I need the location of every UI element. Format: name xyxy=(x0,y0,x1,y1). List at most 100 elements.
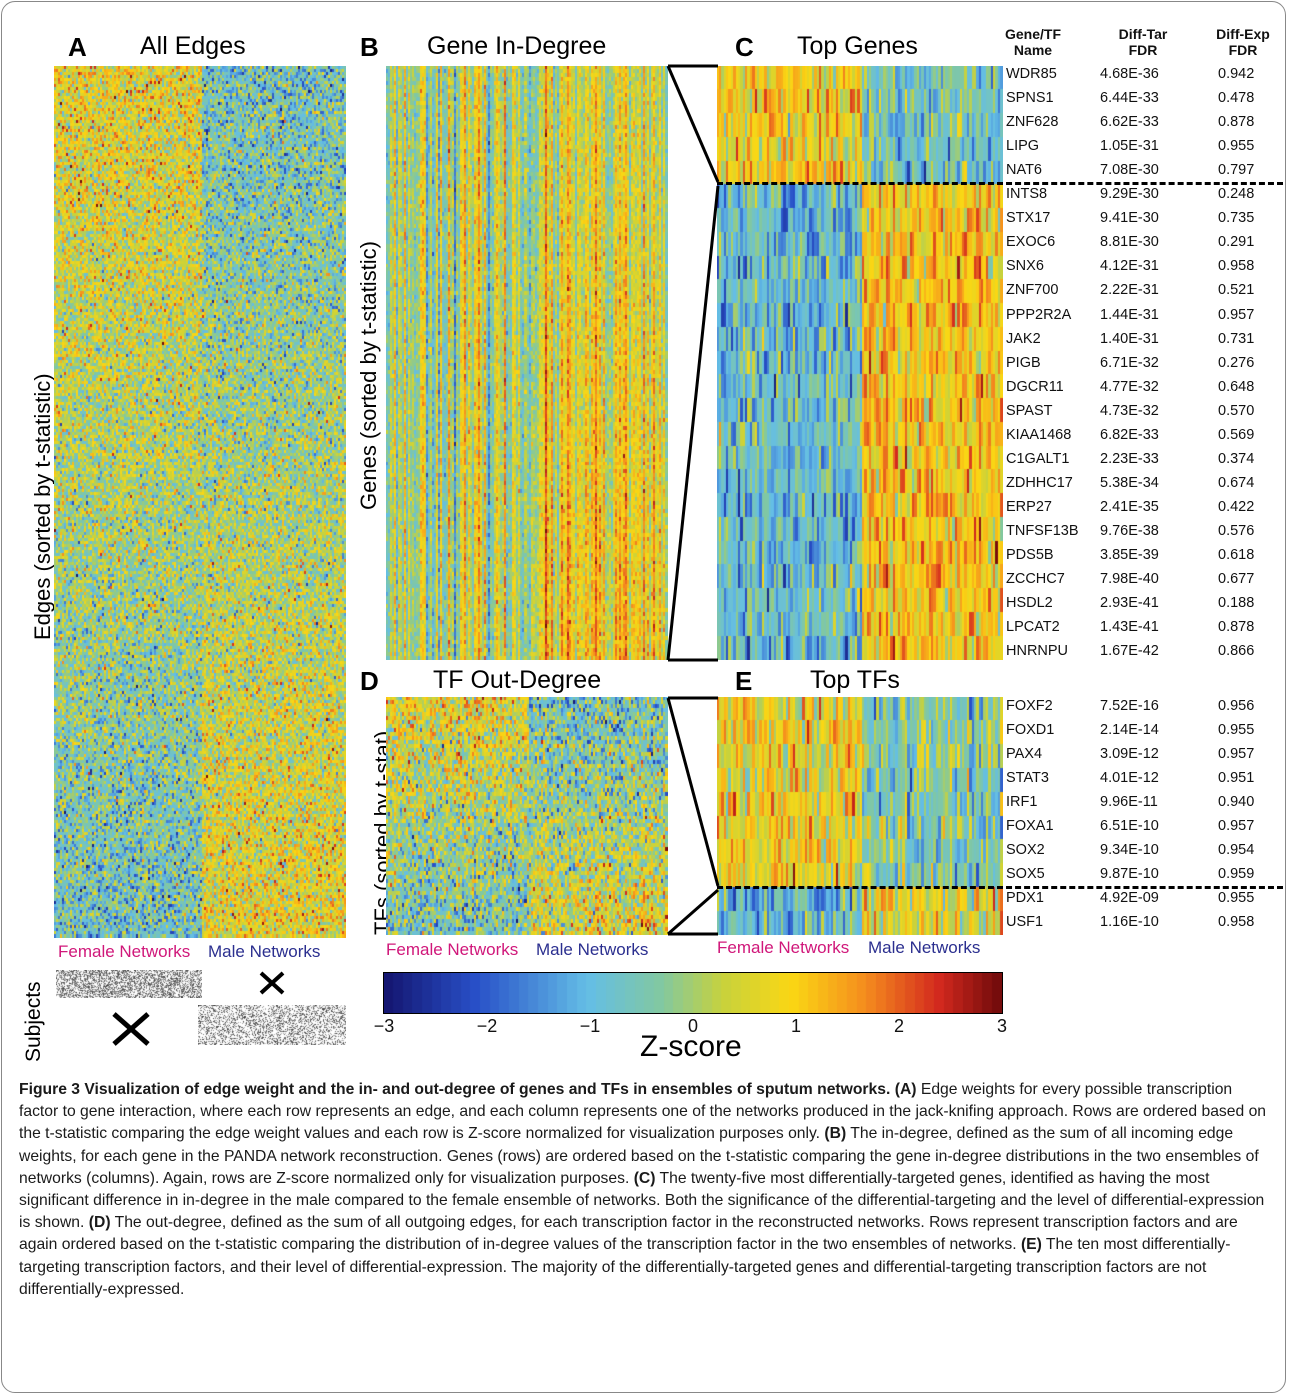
gene-diff-exp-fdr: 0.797 xyxy=(1218,162,1255,179)
gene-diff-exp-fdr: 0.866 xyxy=(1218,643,1255,660)
panel-b-ylabel: Genes (sorted by t-statistic) xyxy=(356,241,381,510)
male-excluded-x-icon xyxy=(259,971,285,995)
tf-out-degree-heatmap xyxy=(386,697,668,935)
caption-d-tag: (D) xyxy=(88,1214,111,1232)
gene-name: ZDHHC17 xyxy=(1006,474,1073,491)
gene-name: STX17 xyxy=(1006,210,1051,227)
gene-name: PDS5B xyxy=(1006,547,1054,563)
gene-diff-exp-fdr: 0.942 xyxy=(1218,66,1255,82)
gene-diff-tar-fdr: 4.68E-36 xyxy=(1100,66,1159,82)
colorbar-label: Z-score xyxy=(640,1030,742,1063)
gene-diff-tar-fdr: 1.43E-41 xyxy=(1100,619,1159,636)
tf-diff-tar-fdr: 9.34E-10 xyxy=(1100,842,1159,859)
gene-diff-exp-fdr: 0.276 xyxy=(1218,354,1255,371)
gene-name: ZCCHC7 xyxy=(1006,571,1065,588)
caption-b-tag: (B) xyxy=(824,1125,847,1143)
panel-d-male-label: Male Networks xyxy=(536,940,649,959)
gene-name: KIAA1468 xyxy=(1006,426,1072,443)
gene-name: INTS8 xyxy=(1006,186,1048,203)
gene-diff-exp-fdr: 0.374 xyxy=(1218,450,1255,467)
top-tfs-heatmap xyxy=(717,697,1003,935)
gene-diff-exp-fdr: 0.569 xyxy=(1218,426,1255,443)
tf-name: FOXA1 xyxy=(1006,818,1054,835)
gene-diff-tar-fdr: 7.08E-30 xyxy=(1100,162,1159,179)
gene-name: EXOC6 xyxy=(1006,234,1056,251)
genes-divider-dashed-line xyxy=(717,182,1283,185)
female-subjects-strip xyxy=(56,970,202,998)
panel-a-male-label: Male Networks xyxy=(208,942,321,961)
panel-c-letter: C xyxy=(735,32,754,62)
gene-diff-exp-fdr: 0.570 xyxy=(1218,402,1255,419)
zoom-connector-lines xyxy=(666,64,720,936)
tf-diff-tar-fdr: 9.87E-10 xyxy=(1100,866,1159,883)
tf-diff-exp-fdr: 0.958 xyxy=(1218,914,1255,931)
tf-diff-tar-fdr: 1.16E-10 xyxy=(1100,914,1159,931)
caption-c-text: The twenty-five most differentially-targ… xyxy=(19,1169,1265,1232)
panel-e-male-label: Male Networks xyxy=(868,938,981,957)
tf-name: STAT3 xyxy=(1006,770,1049,787)
male-subjects-strip xyxy=(198,1005,346,1045)
tf-diff-exp-fdr: 0.959 xyxy=(1218,866,1255,883)
gene-name: ERP27 xyxy=(1006,498,1052,515)
tf-diff-exp-fdr: 0.957 xyxy=(1218,818,1255,835)
gene-diff-tar-fdr: 2.22E-31 xyxy=(1100,282,1159,299)
panel-a-ylabel: Edges (sorted by t-statistic) xyxy=(30,373,55,640)
gene-diff-tar-fdr: 4.73E-32 xyxy=(1100,402,1159,419)
gene-name: ZNF628 xyxy=(1006,114,1059,131)
gene-diff-exp-fdr: 0.957 xyxy=(1218,306,1255,323)
panel-a-title: All Edges xyxy=(140,32,246,60)
gene-diff-tar-fdr: 8.81E-30 xyxy=(1100,234,1159,251)
gene-name: HNRNPU xyxy=(1006,643,1069,660)
table-header-diff-tar: Diff-Tar FDR xyxy=(1118,26,1168,58)
subjects-label: Subjects xyxy=(22,981,45,1062)
gene-name: ZNF700 xyxy=(1006,282,1059,299)
tf-diff-tar-fdr: 3.09E-12 xyxy=(1100,746,1159,763)
figure-caption: Figure 3 Visualization of edge weight an… xyxy=(19,1079,1271,1301)
tf-name: USF1 xyxy=(1006,914,1044,931)
table-header-name: Gene/TF Name xyxy=(1004,26,1061,58)
panel-e-female-label: Female Networks xyxy=(717,938,850,957)
gene-name: LPCAT2 xyxy=(1006,619,1060,636)
gene-diff-exp-fdr: 0.422 xyxy=(1218,498,1255,515)
colorbar-tick: 1 xyxy=(790,1016,802,1036)
tf-diff-exp-fdr: 0.955 xyxy=(1218,722,1255,739)
colorbar-tick: −1 xyxy=(579,1016,601,1036)
tfs-divider-dashed-line xyxy=(717,886,1283,889)
gene-name: NAT6 xyxy=(1006,162,1042,179)
colorbar-tick: −3 xyxy=(373,1016,395,1036)
gene-diff-exp-fdr: 0.955 xyxy=(1218,138,1255,155)
panel-e-title: Top TFs xyxy=(810,666,900,694)
caption-a-text: Edge weights for every possible transcri… xyxy=(19,1081,1267,1143)
gene-diff-tar-fdr: 3.85E-39 xyxy=(1100,547,1159,563)
gene-name: SPNS1 xyxy=(1006,90,1054,107)
gene-diff-tar-fdr: 2.93E-41 xyxy=(1100,595,1159,612)
caption-d-text: The out-degree, defined as the sum of al… xyxy=(19,1214,1238,1254)
gene-diff-exp-fdr: 0.188 xyxy=(1218,595,1255,612)
panel-a-letter: A xyxy=(68,32,87,62)
panel-d-letter: D xyxy=(360,666,379,696)
tf-name: PDX1 xyxy=(1006,890,1044,907)
gene-diff-tar-fdr: 6.44E-33 xyxy=(1100,90,1159,107)
gene-name: PIGB xyxy=(1006,354,1041,371)
gene-in-degree-heatmap xyxy=(386,66,668,660)
panel-d-female-label: Female Networks xyxy=(386,940,519,959)
caption-e-text: The ten most differentially-targeting tr… xyxy=(19,1236,1231,1298)
gene-diff-tar-fdr: 9.29E-30 xyxy=(1100,186,1159,203)
tf-diff-tar-fdr: 4.01E-12 xyxy=(1100,770,1159,787)
tf-diff-exp-fdr: 0.955 xyxy=(1218,890,1255,907)
gene-name: C1GALT1 xyxy=(1006,450,1070,467)
tf-diff-tar-fdr: 2.14E-14 xyxy=(1100,722,1159,739)
caption-e-tag: (E) xyxy=(1020,1236,1042,1254)
tf-diff-tar-fdr: 4.92E-09 xyxy=(1100,890,1159,907)
gene-diff-tar-fdr: 1.67E-42 xyxy=(1100,643,1159,660)
tf-name: SOX5 xyxy=(1006,866,1045,883)
panel-d-title: TF Out-Degree xyxy=(433,666,602,694)
gene-diff-exp-fdr: 0.648 xyxy=(1218,378,1255,395)
panel-b-title: Gene In-Degree xyxy=(427,32,607,60)
gene-diff-tar-fdr: 2.41E-35 xyxy=(1100,498,1159,515)
tf-diff-exp-fdr: 0.957 xyxy=(1218,746,1255,763)
panel-b-letter: B xyxy=(360,32,379,62)
gene-name: LIPG xyxy=(1006,138,1040,155)
caption-title: Figure 3 Visualization of edge weight an… xyxy=(19,1081,891,1098)
table-header-diff-exp: Diff-Exp FDR xyxy=(1216,26,1270,58)
